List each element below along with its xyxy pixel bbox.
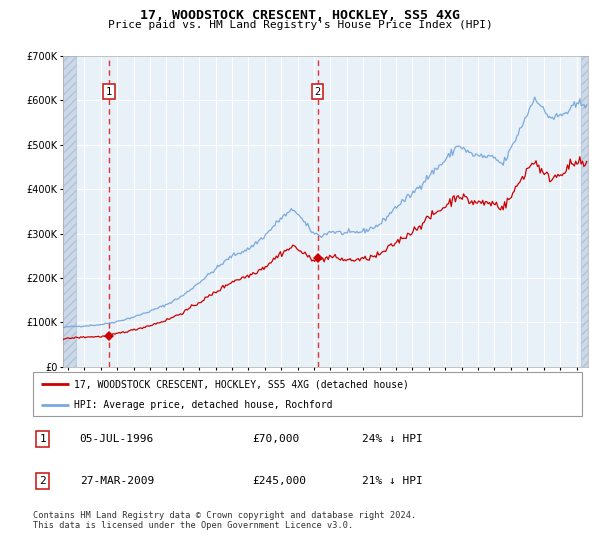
Text: 1: 1 [106, 86, 112, 96]
Text: 24% ↓ HPI: 24% ↓ HPI [362, 434, 423, 444]
Text: Contains HM Land Registry data © Crown copyright and database right 2024.
This d: Contains HM Land Registry data © Crown c… [33, 511, 416, 530]
Text: Price paid vs. HM Land Registry's House Price Index (HPI): Price paid vs. HM Land Registry's House … [107, 20, 493, 30]
Text: £245,000: £245,000 [253, 476, 307, 486]
Text: 21% ↓ HPI: 21% ↓ HPI [362, 476, 423, 486]
Bar [63, 56, 76, 367]
Text: £70,000: £70,000 [253, 434, 300, 444]
FancyBboxPatch shape [33, 372, 582, 416]
Text: 2: 2 [40, 476, 46, 486]
Text: HPI: Average price, detached house, Rochford: HPI: Average price, detached house, Roch… [74, 400, 332, 409]
Text: 27-MAR-2009: 27-MAR-2009 [80, 476, 154, 486]
Text: 17, WOODSTOCK CRESCENT, HOCKLEY, SS5 4XG (detached house): 17, WOODSTOCK CRESCENT, HOCKLEY, SS5 4XG… [74, 379, 409, 389]
Text: 05-JUL-1996: 05-JUL-1996 [80, 434, 154, 444]
Bar [581, 56, 588, 367]
Text: 1: 1 [40, 434, 46, 444]
Text: 2: 2 [314, 86, 321, 96]
Text: 17, WOODSTOCK CRESCENT, HOCKLEY, SS5 4XG: 17, WOODSTOCK CRESCENT, HOCKLEY, SS5 4XG [140, 9, 460, 22]
